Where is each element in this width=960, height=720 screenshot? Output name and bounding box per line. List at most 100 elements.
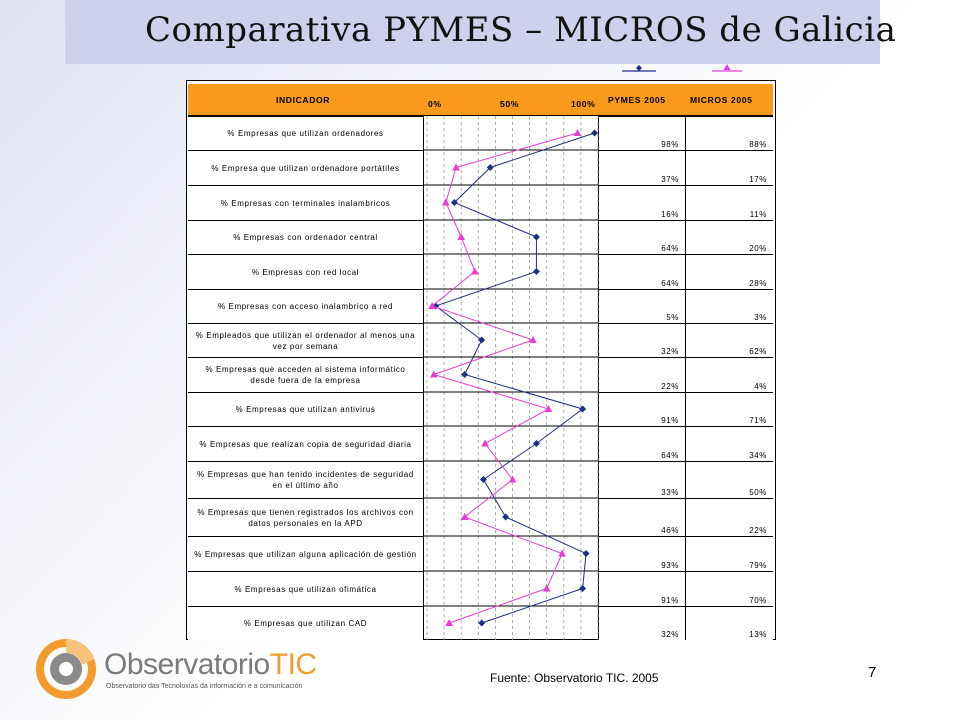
pymes-value-label: 91%: [598, 392, 685, 426]
indicator-label: % Empresas con terminales inalambricos: [188, 185, 424, 220]
micros-value-text: 11%: [749, 210, 767, 219]
micros-point: [542, 584, 551, 592]
header-micros: MICROS 2005: [690, 95, 753, 105]
indicator-label: % Empresas que utilizan ordenadores: [188, 116, 424, 150]
pymes-value-label: 93%: [598, 536, 685, 571]
pymes-value-text: 64%: [661, 451, 679, 460]
logo-subtitle: Observatorio das Tecnoloxías da informac…: [106, 683, 303, 690]
logo-name: ObservatorioTIC: [104, 648, 317, 681]
micros-value-text: 20%: [749, 244, 767, 253]
indicator-label: % Empresas que realizan copia de segurid…: [188, 426, 424, 461]
table-header: INDICADOR 0% 50% 100% PYMES 2005 MICROS …: [188, 84, 773, 116]
header-tick-100: 100%: [571, 99, 596, 109]
pymes-value-text: 91%: [661, 596, 679, 605]
series-line-pymes: [434, 132, 595, 624]
pymes-value-text: 46%: [661, 526, 679, 535]
page-title: Comparativa PYMES – MICROS de Galicia: [145, 10, 897, 50]
pymes-value-text: 5%: [666, 313, 679, 322]
micros-point: [430, 370, 438, 378]
pymes-value-label: 64%: [598, 220, 685, 254]
micros-value-label: 17%: [685, 150, 773, 185]
pymes-value-label: 98%: [598, 116, 685, 150]
observatorio-logo-icon: [36, 639, 96, 699]
micros-value-text: 22%: [749, 526, 767, 535]
indicator-label: % Empresas con ordenador central: [188, 220, 424, 254]
micros-point: [452, 163, 460, 171]
micros-point: [508, 475, 517, 483]
header-tick-50: 50%: [500, 99, 520, 109]
indicator-label: % Empresa que utilizan ordenadore portát…: [188, 150, 424, 185]
micros-value-text: 79%: [749, 561, 767, 570]
micros-point: [471, 267, 479, 275]
micros-point: [457, 233, 465, 240]
micros-value-text: 62%: [749, 347, 767, 356]
pymes-value-text: 33%: [661, 488, 679, 497]
pymes-point: [479, 476, 487, 483]
pymes-point: [579, 405, 587, 413]
micros-value-label: 79%: [685, 536, 773, 571]
pymes-value-text: 22%: [661, 382, 679, 391]
micros-point: [544, 405, 553, 412]
pymes-value-text: 16%: [661, 210, 679, 219]
micros-point: [573, 129, 582, 136]
indicator-label: % Empresas con red local: [188, 254, 424, 289]
micros-value-label: 71%: [685, 392, 773, 426]
pymes-point: [532, 268, 540, 275]
pymes-value-text: 91%: [661, 416, 679, 425]
micros-value-text: 70%: [749, 596, 767, 605]
indicator-label: % Empresas que utilizan alguna aplicació…: [188, 536, 424, 571]
pymes-value-label: 91%: [598, 571, 685, 606]
pymes-point: [478, 336, 486, 344]
header-indicador: INDICADOR: [276, 95, 331, 105]
micros-value-text: 88%: [749, 140, 767, 149]
legend-micros: [712, 64, 742, 72]
legend-pymes: [622, 65, 656, 72]
indicator-label: % Empresas con acceso inalambrico a red: [188, 289, 424, 323]
pymes-value-label: 37%: [598, 150, 685, 185]
title-band: [65, 0, 880, 64]
micros-point: [481, 439, 489, 447]
pymes-value-label: 32%: [598, 606, 685, 640]
micros-point: [428, 302, 436, 309]
micros-point: [460, 513, 469, 520]
page-number: 7: [868, 664, 877, 681]
micros-value-label: 4%: [685, 357, 773, 392]
pymes-point: [461, 371, 469, 378]
micros-value-label: 28%: [685, 254, 773, 289]
pymes-value-text: 32%: [661, 630, 679, 639]
pymes-value-label: 5%: [598, 289, 685, 323]
micros-value-label: 70%: [685, 571, 773, 606]
micros-point: [445, 619, 454, 626]
micros-value-text: 34%: [749, 451, 767, 460]
pymes-value-label: 32%: [598, 323, 685, 357]
micros-value-text: 3%: [754, 313, 767, 322]
indicator-label: % Empresas que acceden al sistema inform…: [188, 357, 424, 392]
micros-value-text: 17%: [749, 175, 767, 184]
pymes-value-label: 16%: [598, 185, 685, 220]
indicator-label: % Empresas que utilizan antivirus: [188, 392, 424, 426]
pymes-point: [582, 550, 590, 557]
micros-value-label: 34%: [685, 426, 773, 461]
micros-value-label: 22%: [685, 498, 773, 536]
pymes-value-label: 64%: [598, 254, 685, 289]
micros-value-label: 88%: [685, 116, 773, 150]
pymes-value-label: 33%: [598, 461, 685, 498]
pymes-value-text: 37%: [661, 175, 679, 184]
micros-point: [442, 198, 450, 206]
pymes-point: [532, 233, 540, 241]
pymes-point: [579, 585, 587, 592]
pymes-point: [450, 199, 458, 206]
header-tick-0: 0%: [428, 99, 442, 109]
pymes-point: [478, 619, 486, 627]
indicator-label: % Empresas que utilizan CAD: [188, 606, 424, 640]
header-pymes: PYMES 2005: [608, 95, 666, 105]
micros-value-text: 13%: [749, 630, 767, 639]
series-line-micros: [431, 132, 578, 624]
micros-value-text: 50%: [749, 488, 767, 497]
micros-point: [529, 336, 537, 343]
indicator-label: % Empresas que utilizan ofimática: [188, 571, 424, 606]
micros-value-label: 50%: [685, 461, 773, 498]
micros-value-label: 11%: [685, 185, 773, 220]
pymes-value-text: 93%: [661, 561, 679, 570]
source-note: Fuente: Observatorio TIC. 2005: [490, 671, 659, 685]
